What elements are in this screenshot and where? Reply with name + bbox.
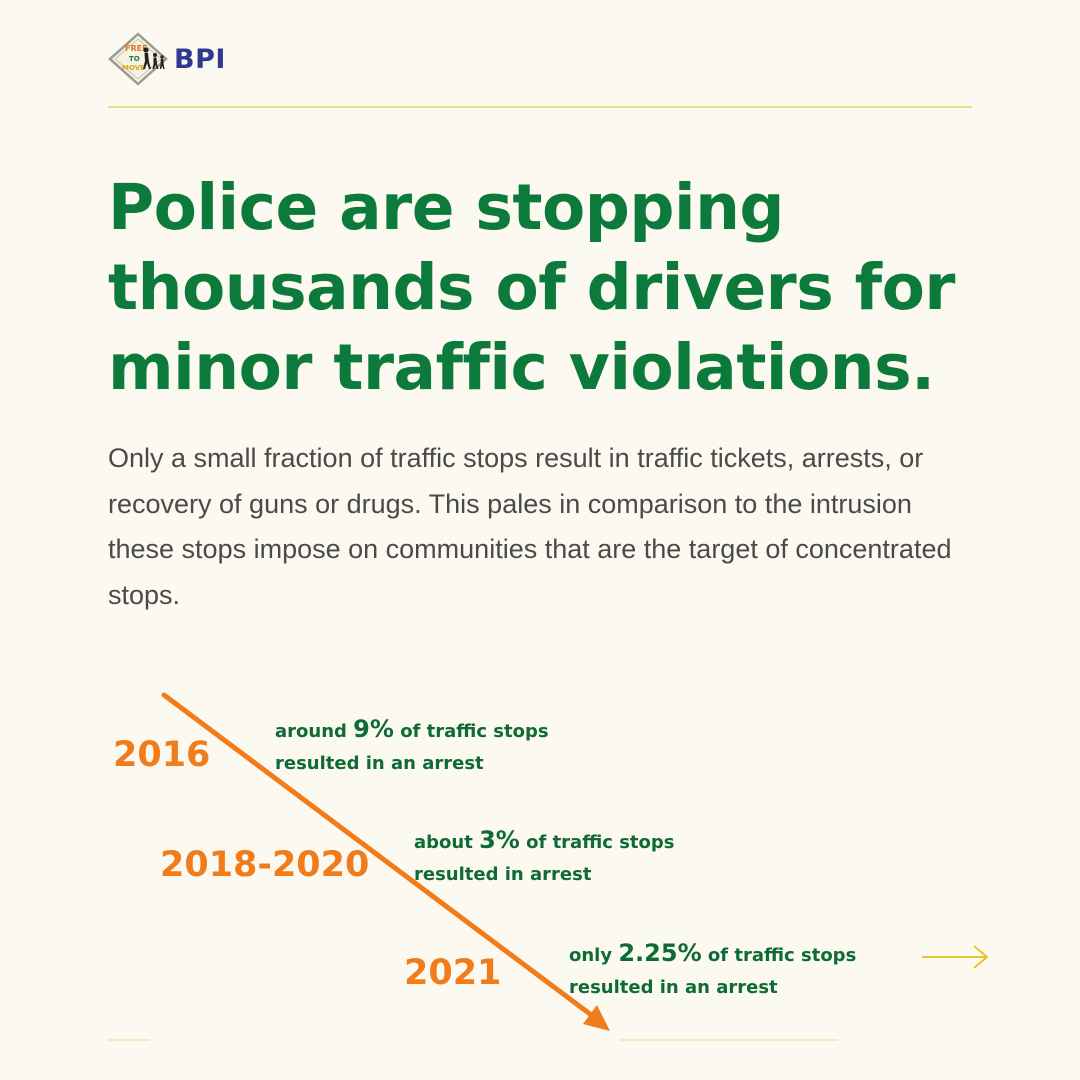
headline: Police are stopping thousands of drivers… — [108, 171, 955, 404]
free-to-move-sign-icon: FREE TO MOVE — [108, 32, 168, 86]
stat-prefix: around — [275, 721, 354, 742]
year-label-2016: 2016 — [113, 735, 211, 775]
bottom-divider-left — [108, 1039, 150, 1041]
stat-percent: 3% — [479, 826, 520, 854]
body-paragraph: Only a small fraction of traffic stops r… — [108, 443, 952, 610]
stat-2018-2020: about 3% of traffic stops resulted in ar… — [414, 824, 675, 891]
stat-prefix: only — [569, 945, 619, 966]
sign-text-free: FREE — [125, 44, 148, 53]
bottom-divider-right — [620, 1039, 838, 1041]
year-label-2018-2020: 2018-2020 — [160, 845, 370, 885]
stat-2016-line1: around 9% of traffic stops — [275, 713, 549, 748]
stat-2021-line2: resulted in an arrest — [569, 977, 778, 998]
header-divider — [108, 106, 972, 108]
walking-people-icon — [143, 47, 165, 69]
sign-text-to: TO — [129, 55, 140, 63]
stat-rest: of traffic stops — [519, 832, 675, 853]
stat-percent: 2.25% — [618, 939, 702, 967]
stat-prefix: about — [414, 832, 480, 853]
brand-name: BPI — [174, 43, 226, 75]
stat-2016: around 9% of traffic stops resulted in a… — [275, 713, 549, 780]
arrow-right-icon[interactable] — [920, 944, 990, 970]
stat-2021: only 2.25% of traffic stops resulted in … — [569, 937, 856, 1004]
stat-percent: 9% — [353, 715, 394, 743]
stat-2018-2020-line1: about 3% of traffic stops — [414, 824, 675, 859]
stat-2018-2020-line2: resulted in arrest — [414, 864, 592, 885]
year-label-2021: 2021 — [404, 953, 502, 993]
stat-rest: of traffic stops — [393, 721, 549, 742]
stat-rest: of traffic stops — [701, 945, 857, 966]
brand-logo: FREE TO MOVE BPI — [108, 32, 226, 86]
sign-text-move: MOVE — [122, 64, 145, 72]
stat-2016-line2: resulted in an arrest — [275, 753, 484, 774]
stat-2021-line1: only 2.25% of traffic stops — [569, 937, 856, 972]
